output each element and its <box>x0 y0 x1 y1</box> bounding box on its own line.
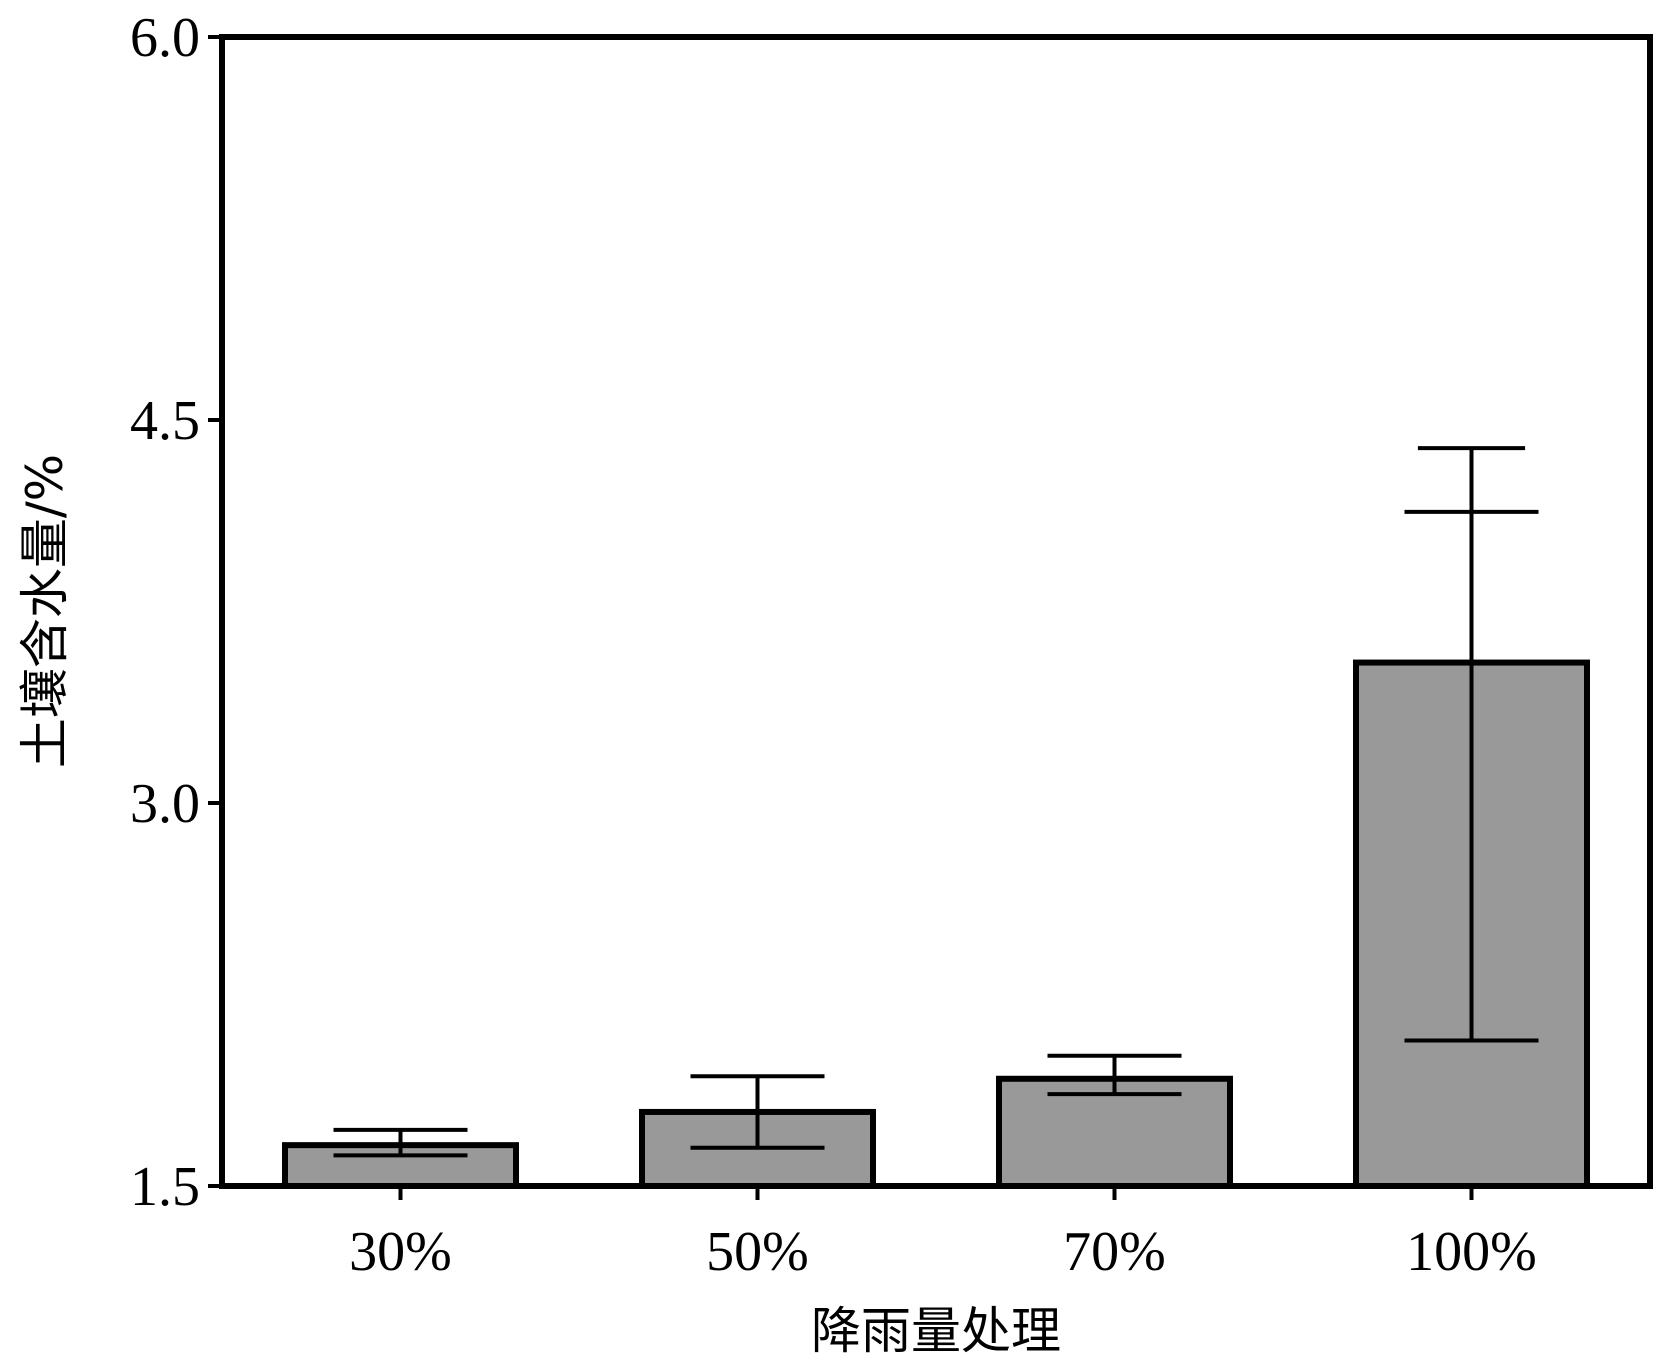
x-axis: 30% 50% 70% 100% <box>349 1186 1537 1283</box>
y-tick-label: 6.0 <box>130 7 200 69</box>
bars <box>282 659 1590 1190</box>
x-tick-label: 100% <box>1406 1221 1537 1283</box>
y-axis: 1.5 3.0 4.5 6.0 <box>130 7 222 1218</box>
x-tick-label: 50% <box>706 1221 809 1283</box>
y-tick-label: 3.0 <box>130 773 200 835</box>
x-tick-label: 30% <box>349 1221 452 1283</box>
error-bars <box>333 446 1539 1158</box>
x-axis-title: 降雨量处理 <box>811 1302 1061 1360</box>
y-tick-label: 1.5 <box>130 1156 200 1218</box>
plot-frame <box>219 34 1653 1189</box>
x-tick-label: 70% <box>1063 1221 1166 1283</box>
y-tick-label: 4.5 <box>130 390 200 452</box>
y-axis-title: 土壤含水量/% <box>16 454 74 768</box>
